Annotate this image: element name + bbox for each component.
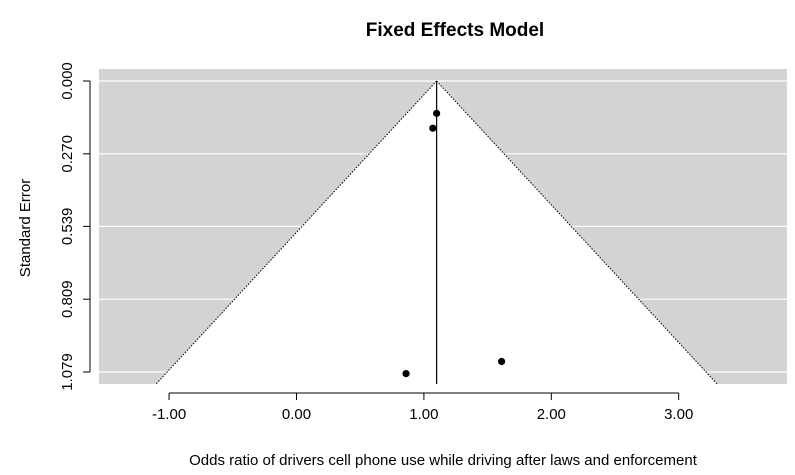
- x-axis-label: Odds ratio of drivers cell phone use whi…: [189, 452, 698, 469]
- chart-title: Fixed Effects Model: [366, 20, 544, 41]
- y-tick-label-1: 0.270: [59, 135, 76, 173]
- y-tick-label-0: 0.000: [59, 62, 76, 100]
- x-tick-label-3: 2.00: [537, 406, 566, 423]
- y-tick-label-2: 0.539: [59, 208, 76, 246]
- data-point-1: [429, 124, 437, 132]
- plot-area: -1.00 0.00 1.00 2.00 3.00 0.000 0.270 0.539 0.80…: [59, 62, 787, 423]
- y-axis-label: Standard Error: [17, 179, 34, 277]
- y-tick-label-4: 1.079: [59, 353, 76, 391]
- data-point-2: [402, 370, 410, 378]
- data-point-3: [498, 357, 506, 366]
- x-tick-label-1: 0.00: [282, 406, 311, 423]
- x-tick-label-2: 1.00: [409, 406, 438, 423]
- x-tick-label-0: -1.00: [152, 406, 186, 423]
- x-tick-label-4: 3.00: [664, 406, 693, 423]
- y-tick-label-3: 0.809: [59, 280, 76, 318]
- data-point-0: [433, 109, 441, 117]
